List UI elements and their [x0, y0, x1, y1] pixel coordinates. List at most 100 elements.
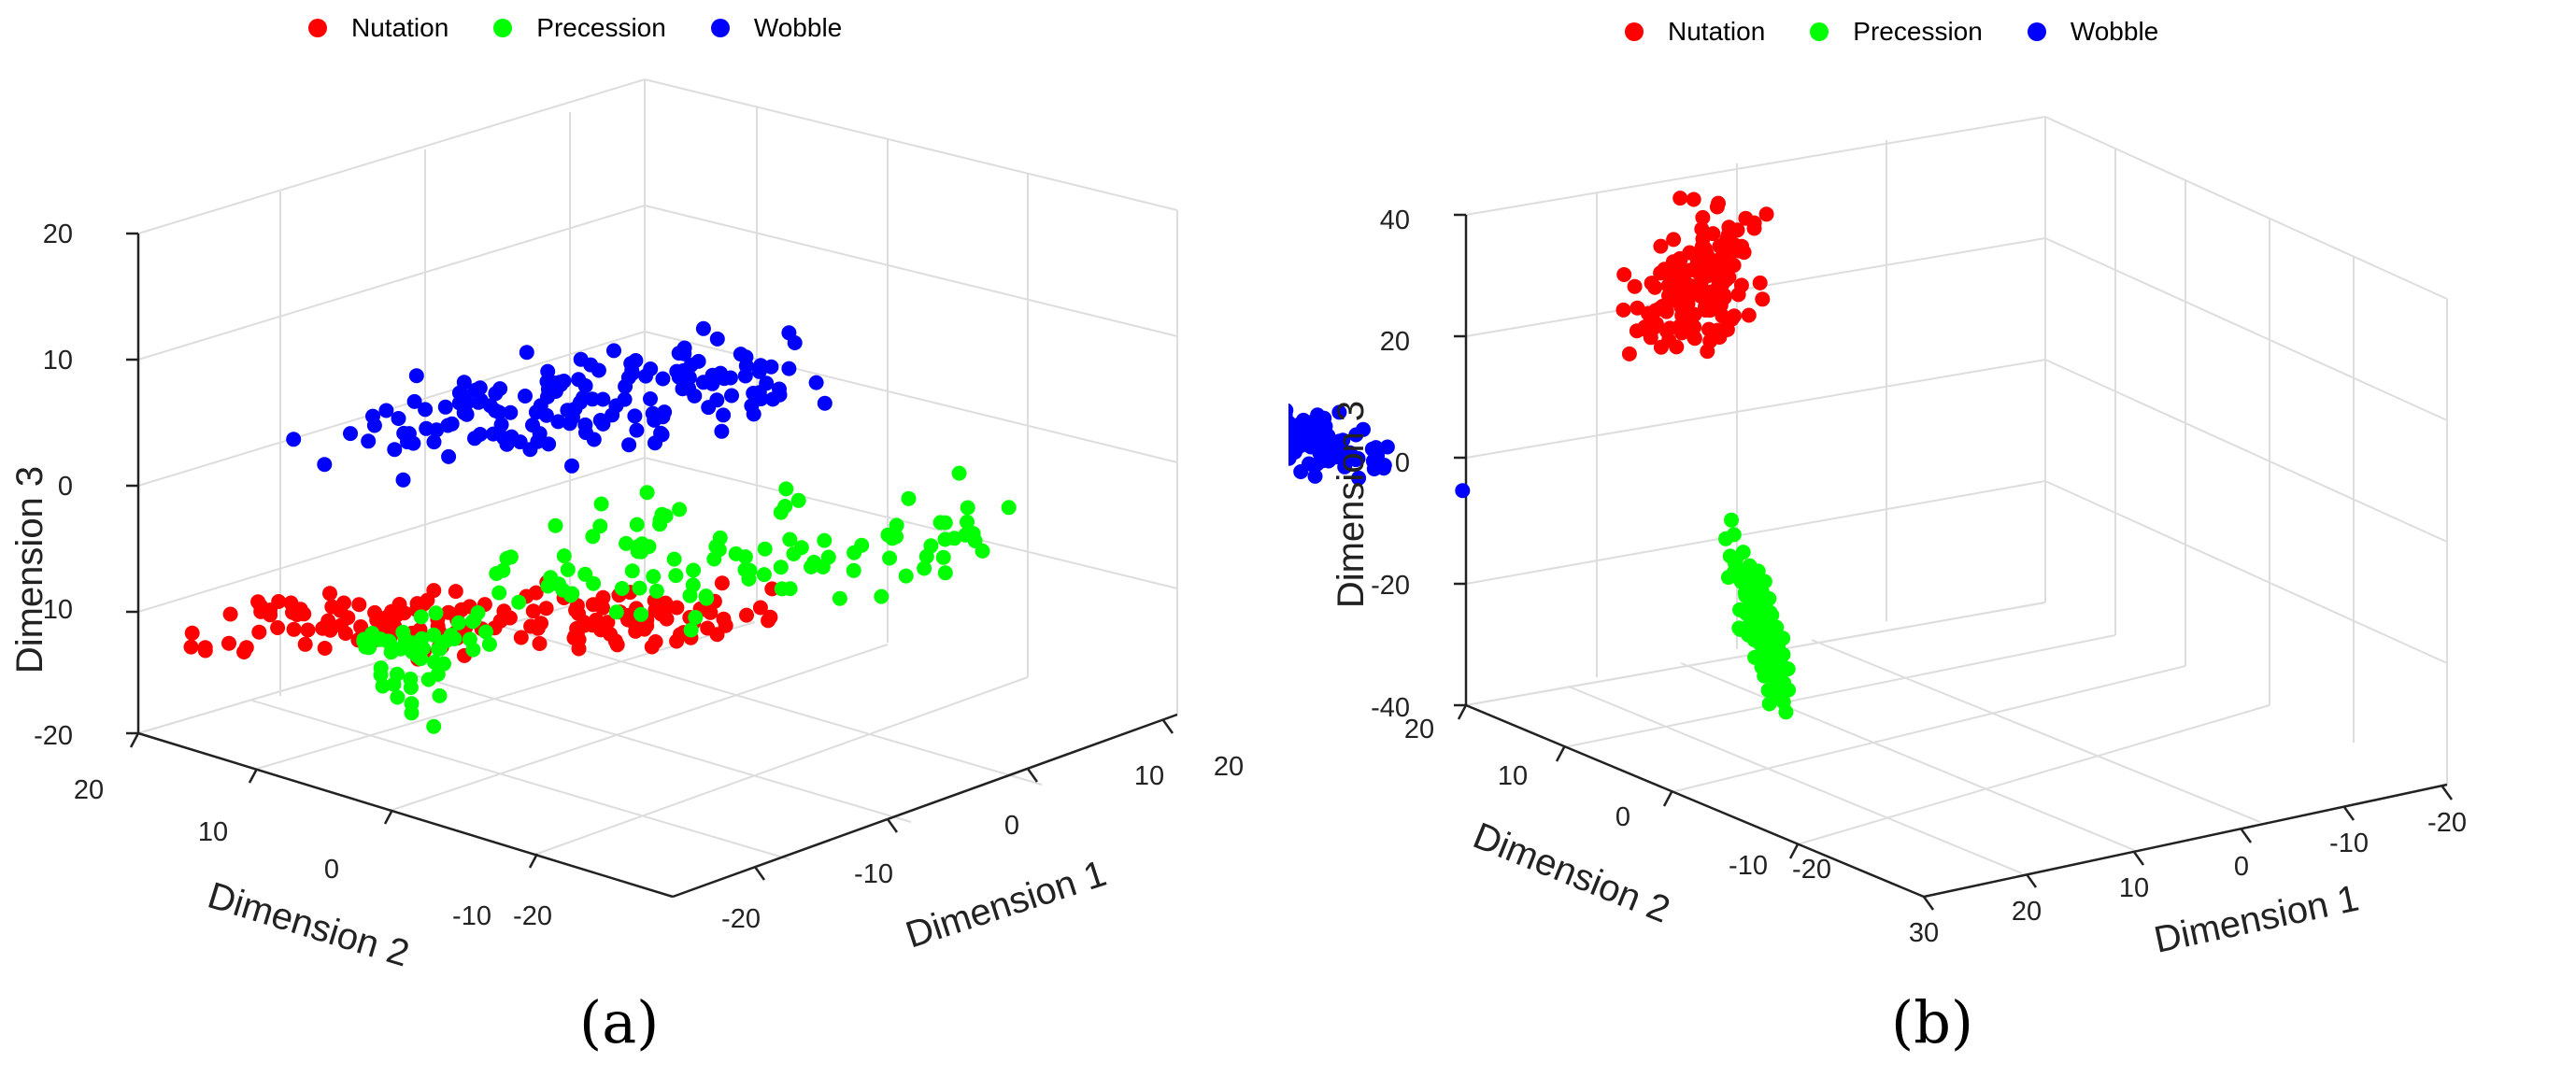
- data-points: [1288, 191, 1797, 720]
- data-point-wobble: [746, 406, 761, 422]
- data-point-precession: [462, 631, 477, 647]
- data-point-wobble: [1288, 424, 1297, 440]
- x-tick-label: -20: [2427, 808, 2467, 838]
- legend-item-wobble: Wobble: [710, 13, 842, 43]
- data-point-nutation: [333, 602, 349, 618]
- y-tick-label: -10: [452, 901, 491, 931]
- legend-label-nutation: Nutation: [1668, 17, 1766, 46]
- data-point-precession: [629, 517, 645, 532]
- scatter3d-plot-a: -20 -10 0 10 20 20 10 0 -10 -20 -20 -10 0 10 20 Dimens…: [9, 78, 1244, 975]
- data-point-wobble: [606, 343, 621, 359]
- data-point-wobble: [787, 335, 803, 350]
- data-point-wobble: [572, 394, 588, 410]
- data-point-precession: [937, 515, 953, 531]
- data-point-nutation: [739, 607, 754, 623]
- data-point-precession: [975, 543, 990, 559]
- data-point-precession: [683, 622, 699, 638]
- data-point-precession: [728, 546, 744, 561]
- data-point-precession: [1780, 661, 1796, 677]
- axes: [1464, 215, 2448, 899]
- data-point-nutation: [222, 606, 238, 622]
- data-point-precession: [403, 672, 419, 687]
- data-point-precession: [1718, 531, 1733, 546]
- data-point-precession: [551, 576, 566, 592]
- data-point-precession: [1001, 500, 1017, 516]
- data-point-wobble: [426, 434, 442, 450]
- data-point-wobble: [709, 331, 725, 347]
- data-point-precession: [364, 626, 380, 641]
- data-point-precession: [577, 566, 593, 582]
- y-tick-label: 20: [74, 775, 104, 805]
- data-point-nutation: [1666, 232, 1682, 248]
- data-point-wobble: [418, 402, 434, 418]
- data-point-nutation: [644, 639, 660, 655]
- data-point-precession: [712, 530, 728, 546]
- data-point-precession: [632, 580, 648, 596]
- data-point-wobble: [317, 457, 333, 473]
- data-point-wobble: [716, 407, 732, 423]
- data-point-precession: [917, 560, 932, 576]
- data-point-nutation: [250, 594, 266, 610]
- legend-marker-wobble: [710, 19, 730, 37]
- data-point-nutation: [1661, 293, 1677, 309]
- data-point-wobble: [591, 362, 606, 378]
- data-point-precession: [511, 594, 527, 610]
- data-point-wobble: [713, 365, 729, 381]
- legend-b: Nutation Precession Wobble: [1625, 17, 2158, 47]
- data-point-precession: [428, 605, 444, 621]
- data-point-nutation: [525, 603, 541, 619]
- data-point-wobble: [1288, 407, 1293, 422]
- data-point-nutation: [1627, 278, 1643, 294]
- data-point-nutation: [761, 613, 776, 629]
- data-point-precession: [773, 560, 789, 575]
- data-point-nutation: [1710, 279, 1726, 295]
- z-tick-label: 20: [43, 220, 73, 249]
- y-tick-label: -20: [1792, 855, 1831, 885]
- data-point-precession: [408, 635, 424, 651]
- data-point-wobble: [395, 472, 411, 488]
- data-point-nutation: [1695, 209, 1711, 225]
- data-point-nutation: [286, 621, 302, 637]
- data-point-nutation: [600, 615, 616, 631]
- data-point-nutation: [1648, 303, 1664, 319]
- chart-panel-b: Nutation Precession Wobble: [1288, 0, 2576, 1091]
- data-point-precession: [1766, 650, 1781, 666]
- data-point-wobble: [1337, 459, 1353, 475]
- data-point-nutation: [351, 597, 367, 613]
- tick-labels: -20 -10 0 10 20 20 10 0 -10 -20 -20 -10 0 10 20: [34, 220, 1244, 934]
- y-tick-label: 10: [1498, 761, 1528, 791]
- data-point-nutation: [1693, 288, 1708, 304]
- data-point-wobble: [440, 418, 456, 433]
- data-point-wobble: [629, 422, 645, 438]
- data-point-nutation: [1721, 220, 1737, 235]
- data-point-precession: [585, 529, 601, 545]
- data-point-wobble: [456, 375, 472, 390]
- data-point-wobble: [528, 404, 544, 420]
- data-point-precession: [790, 492, 806, 508]
- data-point-wobble: [690, 353, 706, 369]
- data-point-wobble: [564, 458, 579, 474]
- data-point-nutation: [1758, 206, 1774, 222]
- grid-lines: [137, 78, 1178, 898]
- data-point-wobble: [618, 378, 633, 394]
- data-point-wobble: [451, 395, 467, 411]
- data-point-precession: [548, 517, 563, 533]
- data-point-precession: [1726, 564, 1742, 580]
- y-tick-label: 20: [1404, 715, 1434, 744]
- axis-title-y: Dimension 2: [1468, 815, 1676, 931]
- data-point-precession: [624, 563, 640, 579]
- axis-title-y: Dimension 2: [203, 875, 413, 975]
- data-point-precession: [882, 550, 898, 566]
- data-point-wobble: [286, 432, 302, 447]
- data-point-wobble: [562, 416, 577, 432]
- data-point-wobble: [595, 416, 611, 432]
- data-point-nutation: [571, 605, 586, 621]
- data-point-wobble: [491, 404, 507, 420]
- data-point-precession: [937, 565, 953, 581]
- data-point-wobble: [518, 389, 533, 404]
- data-point-precession: [503, 549, 519, 565]
- data-point-wobble: [539, 374, 555, 390]
- data-point-wobble: [676, 340, 692, 356]
- data-point-nutation: [1694, 221, 1710, 237]
- data-point-nutation: [1752, 275, 1768, 290]
